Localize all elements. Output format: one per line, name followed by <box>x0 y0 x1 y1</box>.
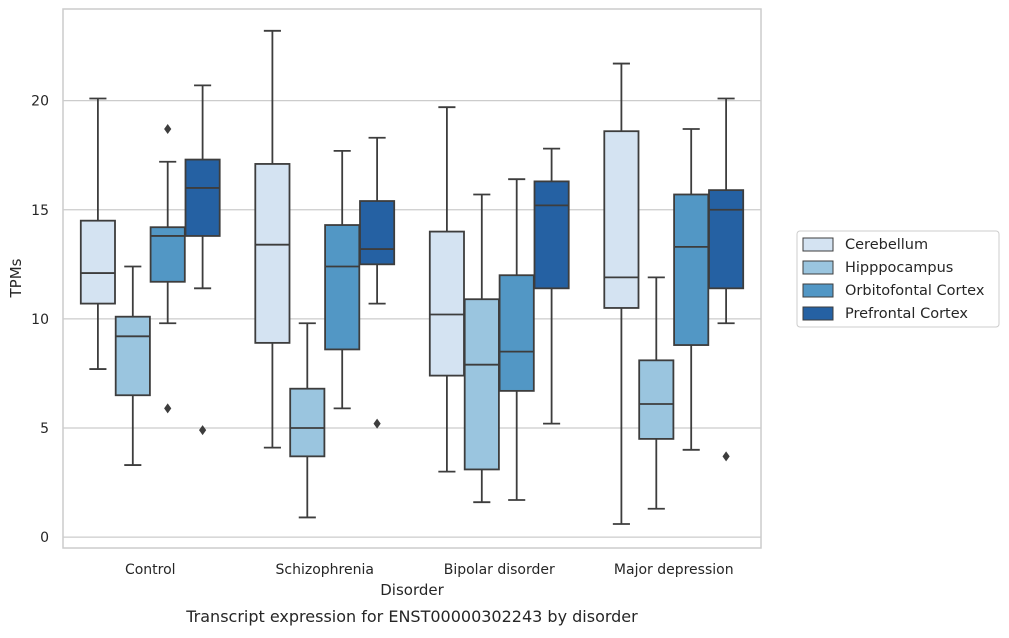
box-orbitofontal-cortex-control <box>149 124 186 414</box>
box-iqr <box>114 315 151 397</box>
legend-label: Cerebellum <box>845 237 928 253</box>
legend-swatch <box>802 283 834 298</box>
box-orbitofontal-cortex-bipolar-disorder <box>498 178 535 501</box>
legend: Cerebellum Hipppocampus Orbitofontal Corte… <box>796 230 1000 328</box>
y-axis-label: TPMs <box>7 258 25 298</box>
box-orbitofontal-cortex-schizophrenia <box>324 149 361 410</box>
legend-label: Orbitofontal Cortex <box>845 283 985 299</box>
y-axis-ticks: 0 5 10 15 20 <box>31 94 49 546</box>
box-cerebellum-bipolar-disorder <box>428 106 465 473</box>
outlier-point <box>164 403 172 414</box>
box-prefrontal-cortex-bipolar-disorder <box>533 147 570 425</box>
y-tick-label: 15 <box>31 203 49 219</box>
y-tick-label: 5 <box>40 421 49 437</box>
box-prefrontal-cortex-schizophrenia <box>359 136 396 429</box>
box-iqr <box>533 180 570 290</box>
legend-swatch <box>802 237 834 252</box>
box-iqr <box>638 359 675 440</box>
box-iqr <box>463 298 500 471</box>
box-cerebellum-control <box>79 97 116 370</box>
box-iqr <box>359 200 396 266</box>
legend-swatch <box>802 260 834 275</box>
box-hipppocampus-schizophrenia <box>289 322 326 519</box>
box-iqr <box>603 130 640 309</box>
box-iqr <box>289 387 326 458</box>
box-prefrontal-cortex-control <box>184 84 221 436</box>
legend-item-cerebellum: Cerebellum <box>802 237 928 253</box>
box-iqr <box>428 230 465 377</box>
legend-label: Hipppocampus <box>845 260 953 276</box>
box-hipppocampus-control <box>114 265 151 466</box>
x-tick-label: Control <box>125 562 176 578</box>
legend-frame <box>796 230 1000 328</box>
box-cerebellum-major-depression <box>603 62 640 525</box>
y-tick-label: 10 <box>31 312 49 328</box>
outlier-point <box>164 124 172 135</box>
box-hipppocampus-major-depression <box>638 276 675 510</box>
outlier-point <box>722 451 730 462</box>
box-iqr <box>708 189 745 290</box>
plot-frame <box>62 8 762 549</box>
box-iqr <box>184 158 221 237</box>
y-tick-label: 0 <box>40 530 49 546</box>
x-tick-label: Major depression <box>614 562 734 578</box>
x-tick-label: Bipolar disorder <box>444 562 555 578</box>
box-prefrontal-cortex-major-depression <box>708 97 745 462</box>
x-axis-label: Disorder <box>380 581 444 599</box>
box-cerebellum-schizophrenia <box>254 29 291 449</box>
box-iqr <box>254 163 291 344</box>
x-tick-label: Schizophrenia <box>276 562 374 578</box>
box-plot-boxes <box>79 29 745 525</box>
box-iqr <box>324 224 361 351</box>
chart-caption: Transcript expression for ENST0000030224… <box>185 607 638 626</box>
box-iqr <box>498 274 535 392</box>
y-tick-label: 20 <box>31 94 49 110</box>
outlier-point <box>199 425 207 436</box>
x-axis-ticks: Control Schizophrenia Bipolar disorder Majo… <box>125 562 734 578</box>
legend-label: Prefrontal Cortex <box>845 306 968 322</box>
box-hipppocampus-bipolar-disorder <box>463 193 500 504</box>
box-iqr <box>79 219 116 305</box>
legend-swatch <box>802 306 834 321</box>
box-iqr <box>673 193 710 346</box>
legend-item-orbitofontal-cortex: Orbitofontal Cortex <box>802 283 985 299</box>
outlier-point <box>373 418 381 429</box>
box-orbitofontal-cortex-major-depression <box>673 128 710 451</box>
legend-item-prefrontal-cortex: Prefrontal Cortex <box>802 306 968 322</box>
legend-item-hipppocampus: Hipppocampus <box>802 260 953 276</box>
